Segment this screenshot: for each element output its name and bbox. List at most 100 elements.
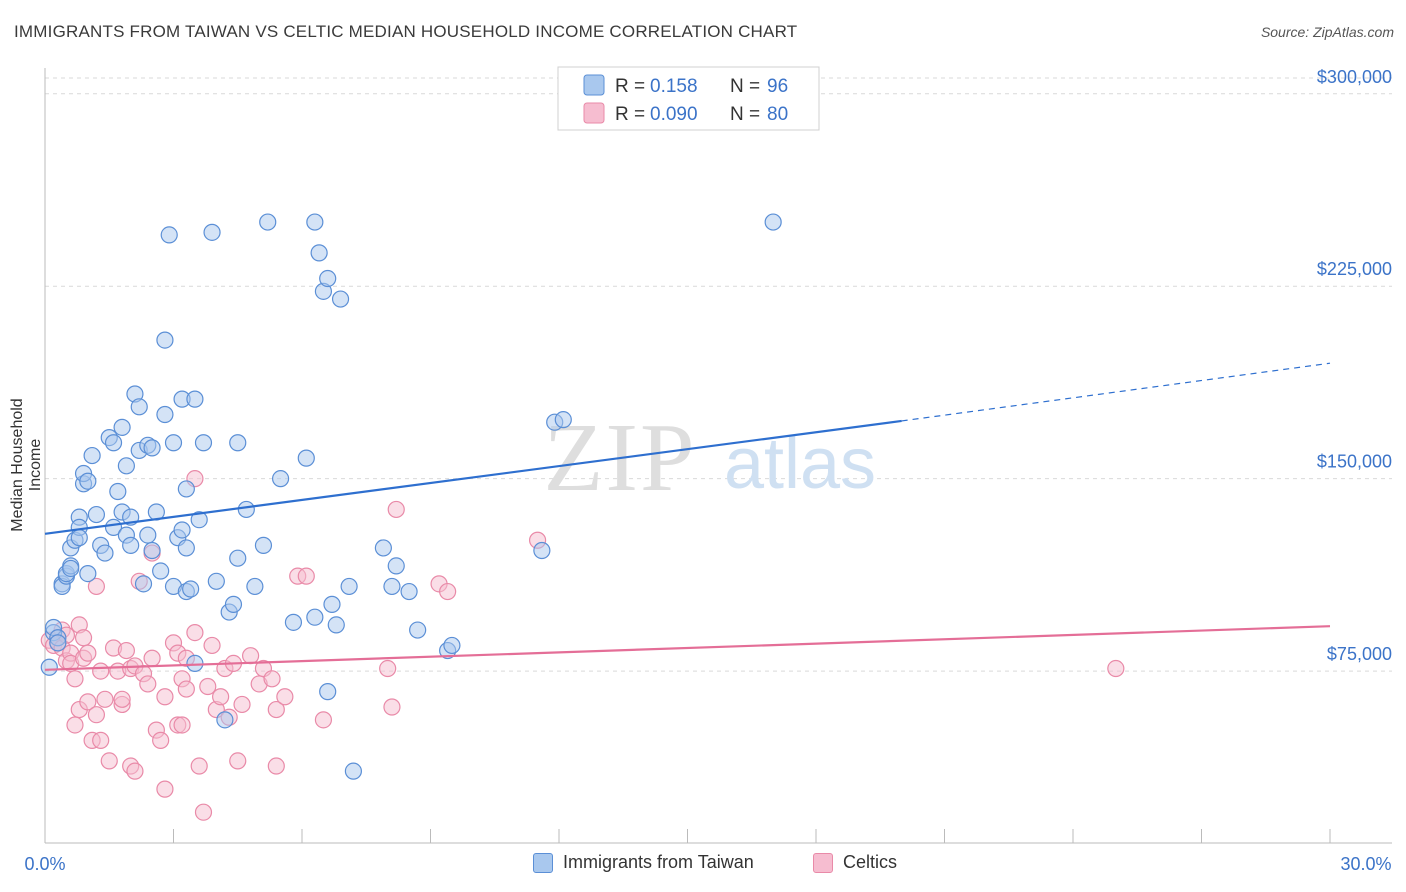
taiwan-point[interactable]: [160, 226, 178, 244]
taiwan-point[interactable]: [224, 595, 243, 613]
taiwan-point[interactable]: [177, 539, 195, 557]
celtics-point[interactable]: [186, 624, 204, 642]
celtics-point[interactable]: [263, 670, 281, 688]
taiwan-point[interactable]: [83, 446, 101, 465]
taiwan-point[interactable]: [117, 457, 135, 475]
taiwan-point[interactable]: [156, 331, 174, 349]
taiwan-point[interactable]: [139, 526, 157, 544]
taiwan-point[interactable]: [113, 418, 131, 436]
taiwan-point[interactable]: [190, 511, 208, 529]
taiwan-point[interactable]: [40, 658, 58, 676]
taiwan-point[interactable]: [62, 559, 80, 578]
celtics-point[interactable]: [229, 752, 247, 770]
legend-item-taiwan[interactable]: Immigrants from Taiwan: [533, 852, 754, 873]
celtics-point[interactable]: [143, 649, 161, 667]
taiwan-point[interactable]: [229, 549, 247, 567]
taiwan-point[interactable]: [284, 613, 303, 631]
celtics-point[interactable]: [383, 698, 401, 716]
taiwan-point[interactable]: [409, 621, 427, 639]
celtics-point[interactable]: [233, 695, 251, 714]
taiwan-point[interactable]: [79, 472, 97, 490]
taiwan-point[interactable]: [319, 269, 337, 288]
celtics-point[interactable]: [173, 716, 191, 734]
celtics-point[interactable]: [314, 711, 333, 729]
taiwan-point[interactable]: [109, 482, 127, 501]
celtics-point[interactable]: [439, 582, 457, 601]
celtics-point[interactable]: [242, 647, 260, 665]
taiwan-point[interactable]: [164, 434, 183, 452]
taiwan-point[interactable]: [143, 439, 161, 457]
taiwan-point[interactable]: [203, 223, 221, 241]
taiwan-point[interactable]: [374, 539, 392, 557]
celtics-point[interactable]: [92, 731, 110, 749]
celtics-point[interactable]: [194, 803, 213, 821]
taiwan-point[interactable]: [130, 398, 148, 416]
taiwan-point[interactable]: [173, 521, 191, 539]
taiwan-point[interactable]: [254, 536, 273, 554]
taiwan-point[interactable]: [143, 541, 161, 560]
celtics-point[interactable]: [177, 680, 195, 698]
taiwan-point[interactable]: [194, 434, 213, 452]
celtics-point[interactable]: [74, 629, 93, 647]
celtics-point[interactable]: [212, 688, 230, 706]
celtics-point[interactable]: [100, 752, 118, 770]
celtics-point[interactable]: [379, 659, 397, 678]
celtics-point[interactable]: [267, 700, 285, 719]
taiwan-point[interactable]: [554, 411, 572, 429]
celtics-point[interactable]: [297, 567, 315, 585]
taiwan-point[interactable]: [186, 654, 204, 672]
taiwan-point[interactable]: [383, 577, 401, 596]
taiwan-point[interactable]: [443, 636, 461, 655]
taiwan-point[interactable]: [79, 564, 97, 583]
taiwan-point[interactable]: [271, 470, 290, 488]
taiwan-point[interactable]: [216, 711, 234, 729]
taiwan-point[interactable]: [246, 577, 264, 596]
celtics-point[interactable]: [79, 644, 97, 662]
celtics-point[interactable]: [152, 731, 170, 749]
taiwan-point[interactable]: [297, 449, 315, 467]
celtics-point[interactable]: [276, 688, 294, 706]
taiwan-point[interactable]: [306, 608, 324, 626]
taiwan-point[interactable]: [96, 544, 114, 562]
celtics-point[interactable]: [156, 688, 174, 706]
taiwan-point[interactable]: [49, 634, 67, 652]
celtics-point[interactable]: [267, 757, 285, 775]
celtics-point[interactable]: [92, 662, 110, 680]
celtics-point[interactable]: [139, 675, 157, 693]
taiwan-point[interactable]: [182, 580, 200, 598]
celtics-point[interactable]: [387, 500, 405, 519]
celtics-point[interactable]: [96, 690, 114, 708]
taiwan-point[interactable]: [156, 405, 174, 424]
celtics-point[interactable]: [1107, 659, 1125, 678]
celtics-point[interactable]: [79, 693, 97, 711]
taiwan-point[interactable]: [400, 582, 418, 601]
celtics-point[interactable]: [87, 577, 106, 596]
taiwan-point[interactable]: [327, 616, 345, 634]
taiwan-point[interactable]: [344, 762, 362, 780]
taiwan-point[interactable]: [134, 575, 153, 593]
taiwan-point[interactable]: [104, 434, 123, 452]
taiwan-point[interactable]: [764, 213, 782, 231]
celtics-point[interactable]: [203, 636, 221, 655]
celtics-point[interactable]: [199, 677, 217, 696]
taiwan-point[interactable]: [259, 213, 277, 231]
celtics-point[interactable]: [87, 706, 106, 724]
taiwan-point[interactable]: [306, 213, 324, 231]
taiwan-point[interactable]: [186, 390, 204, 408]
taiwan-point[interactable]: [122, 536, 140, 554]
celtics-point[interactable]: [156, 780, 174, 798]
taiwan-point[interactable]: [323, 595, 341, 613]
celtics-point[interactable]: [113, 690, 131, 708]
taiwan-point[interactable]: [533, 541, 551, 560]
taiwan-point[interactable]: [331, 290, 350, 308]
taiwan-point[interactable]: [70, 529, 88, 547]
celtics-point[interactable]: [66, 716, 84, 734]
taiwan-point[interactable]: [340, 577, 358, 596]
celtics-point[interactable]: [190, 757, 208, 775]
taiwan-point[interactable]: [152, 562, 170, 580]
taiwan-point[interactable]: [87, 505, 106, 524]
taiwan-point[interactable]: [237, 500, 255, 519]
taiwan-point[interactable]: [207, 572, 225, 590]
taiwan-point[interactable]: [319, 683, 337, 701]
taiwan-point[interactable]: [229, 434, 247, 452]
